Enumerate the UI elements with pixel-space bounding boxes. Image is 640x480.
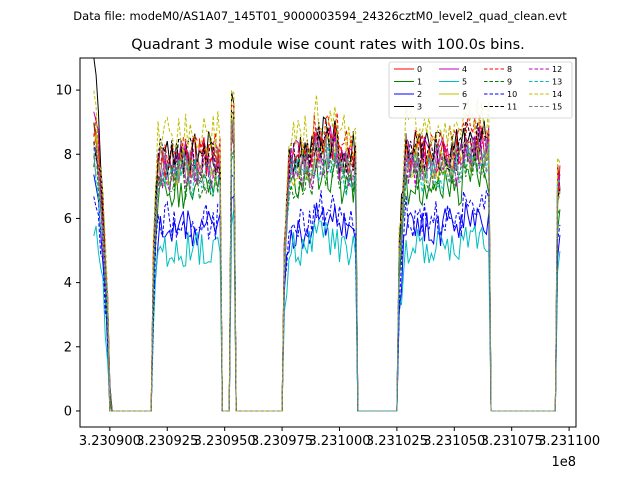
legend-label-10: 10 bbox=[507, 90, 517, 99]
legend-label-15: 15 bbox=[552, 103, 562, 112]
legend-label-13: 13 bbox=[552, 78, 562, 87]
x-tick-label: 3.230925 bbox=[136, 434, 198, 449]
series-line-15 bbox=[93, 119, 561, 412]
x-tick-label: 3.231075 bbox=[481, 434, 543, 449]
series-line-8 bbox=[93, 101, 561, 412]
y-tick-label: 10 bbox=[55, 84, 72, 99]
legend-label-14: 14 bbox=[552, 90, 562, 99]
series-line-12 bbox=[93, 122, 561, 412]
x-tick-label: 3.231050 bbox=[423, 434, 485, 449]
legend-label-0: 0 bbox=[417, 65, 422, 74]
plot-frame bbox=[79, 57, 577, 428]
series-line-11 bbox=[93, 109, 561, 412]
x-axis: 3.2309003.2309253.2309503.2309753.231000… bbox=[79, 427, 600, 449]
legend-box bbox=[388, 61, 573, 119]
y-tick-label: 8 bbox=[64, 148, 72, 163]
x-tick-label: 3.230975 bbox=[251, 434, 313, 449]
chart-suptitle: Data file: modeM0/AS1A07_145T01_90000035… bbox=[73, 9, 567, 23]
y-tick-label: 6 bbox=[64, 212, 72, 227]
legend-label-11: 11 bbox=[507, 103, 517, 112]
y-axis: 0 2 4 6 8 10 bbox=[55, 84, 80, 419]
legend-label-5: 5 bbox=[462, 78, 467, 87]
legend-label-8: 8 bbox=[507, 65, 512, 74]
chart-title: Quadrant 3 module wise count rates with … bbox=[131, 37, 525, 53]
legend-label-2: 2 bbox=[417, 90, 422, 99]
series-layer bbox=[93, 58, 561, 412]
series-line-2 bbox=[93, 174, 561, 412]
y-tick-label: 4 bbox=[64, 276, 72, 291]
x-tick-label: 3.230950 bbox=[194, 434, 256, 449]
legend-label-6: 6 bbox=[462, 90, 467, 99]
x-tick-label: 3.231100 bbox=[538, 434, 600, 449]
x-tick-label: 3.230900 bbox=[79, 434, 141, 449]
legend-label-12: 12 bbox=[552, 65, 562, 74]
y-tick-label: 2 bbox=[64, 340, 72, 355]
series-line-13 bbox=[93, 143, 561, 412]
series-line-5 bbox=[93, 209, 561, 412]
legend-label-7: 7 bbox=[462, 103, 467, 112]
legend-label-1: 1 bbox=[417, 78, 422, 87]
legend-label-9: 9 bbox=[507, 78, 512, 87]
legend-label-4: 4 bbox=[462, 65, 467, 74]
series-line-10 bbox=[93, 173, 561, 412]
x-tick-label: 3.231000 bbox=[308, 434, 370, 449]
x-offset-label: 1e8 bbox=[551, 455, 576, 470]
x-tick-label: 3.231025 bbox=[366, 434, 428, 449]
y-tick-label: 0 bbox=[64, 404, 72, 419]
legend-label-3: 3 bbox=[417, 103, 422, 112]
